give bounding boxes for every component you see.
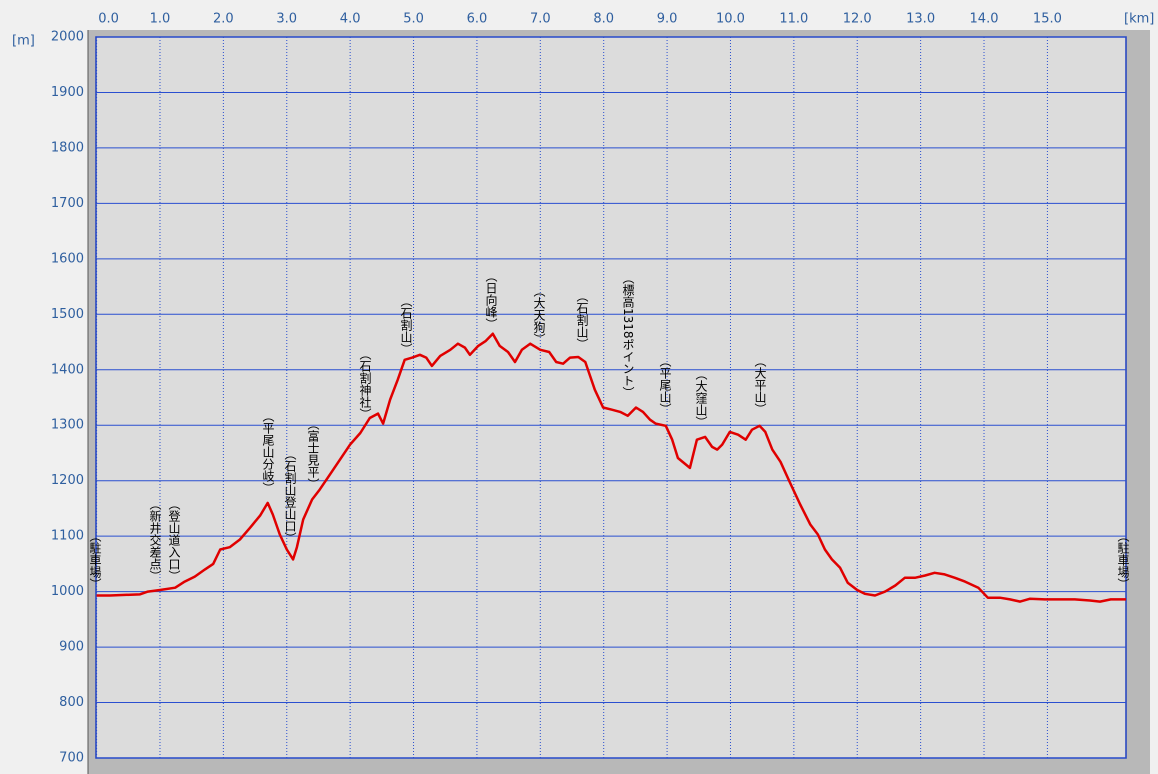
- landmark-label: （石割神社）: [358, 348, 372, 420]
- y-tick-label: 1500: [51, 307, 84, 322]
- x-tick-label: 4.0: [340, 12, 361, 27]
- x-tick-label: 15.0: [1033, 12, 1062, 27]
- landmark-label: （大窪山）: [694, 368, 708, 428]
- x-tick-label: 13.0: [906, 12, 935, 27]
- landmark-label: （平尾山）: [658, 355, 672, 415]
- y-tick-label: 1900: [51, 85, 84, 100]
- landmark-label: （登山道入口）: [167, 498, 181, 582]
- y-tick-label: 1800: [51, 140, 84, 155]
- y-tick-label: 1000: [51, 584, 84, 599]
- x-tick-label: 6.0: [467, 12, 488, 27]
- x-tick-label: 9.0: [657, 12, 678, 27]
- y-tick-label: 700: [59, 751, 84, 766]
- x-tick-label: 11.0: [779, 12, 808, 27]
- landmark-label: （石割山）: [575, 290, 589, 350]
- y-tick-label: 1400: [51, 362, 84, 377]
- landmark-label: （標高1318ポイント）: [621, 272, 635, 399]
- x-tick-label: 2.0: [213, 12, 234, 27]
- landmark-label: （大平山）: [753, 355, 767, 415]
- y-tick-label: 1600: [51, 251, 84, 266]
- y-tick-label: 2000: [51, 30, 84, 45]
- x-tick-label: 8.0: [593, 12, 614, 27]
- landmark-label: （大天狗）: [532, 285, 546, 345]
- elevation-line: [96, 332, 1126, 603]
- landmark-label: （日向峰）: [484, 270, 498, 330]
- x-tick-label: 12.0: [843, 12, 872, 27]
- y-unit: [m]: [12, 34, 35, 49]
- x-tick-label: 5.0: [403, 12, 424, 27]
- landmark-label: （新井交差点）: [148, 498, 162, 582]
- y-tick-label: 800: [59, 695, 84, 710]
- landmark-label: （駐車場）: [1116, 530, 1130, 590]
- x-tick-label: 10.0: [716, 12, 745, 27]
- landmark-label: （富士見平）: [306, 418, 320, 490]
- x-tick-label: 7.0: [530, 12, 551, 27]
- landmark-label: （平尾山分岐）: [261, 410, 275, 494]
- y-tick-label: 900: [59, 640, 84, 655]
- x-tick-label: 0.0: [98, 12, 119, 27]
- y-tick-label: 1200: [51, 473, 84, 488]
- landmark-label: （石割山）: [399, 295, 413, 355]
- x-tick-label: 3.0: [276, 12, 297, 27]
- y-tick-label: 1100: [51, 529, 84, 544]
- landmark-label: （石割山登山口）: [283, 448, 297, 544]
- y-tick-label: 1300: [51, 418, 84, 433]
- x-unit: [km]: [1124, 12, 1154, 27]
- x-tick-label: 14.0: [970, 12, 999, 27]
- y-tick-label: 1700: [51, 196, 84, 211]
- x-tick-label: 1.0: [150, 12, 171, 27]
- landmark-label: （駐車場）: [88, 530, 102, 590]
- plot-area: [95, 36, 1127, 759]
